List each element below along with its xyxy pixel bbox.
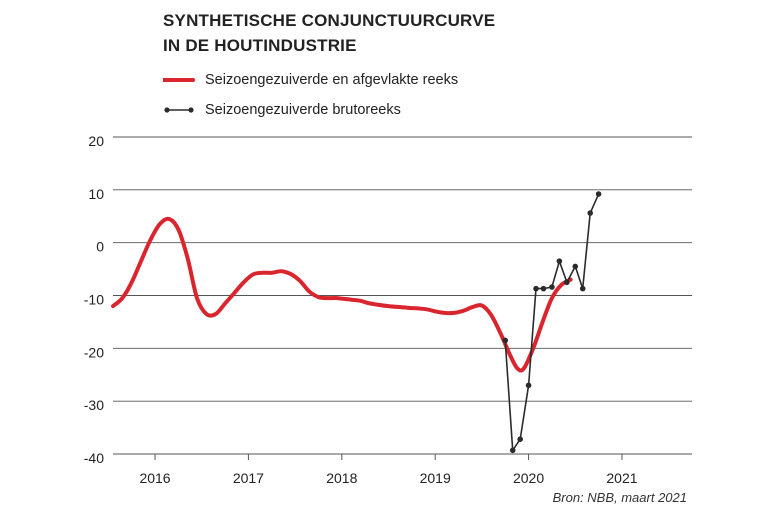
data-point-raw [525,382,532,389]
y-tick-label: -30 [84,397,104,413]
x-tick-label: 2021 [606,470,637,486]
data-point-raw [587,210,594,216]
x-tick-label: 2018 [326,470,357,486]
y-tick-label: 0 [96,239,104,255]
data-point-raw [556,258,563,264]
data-point-raw [502,337,509,344]
data-point-raw [579,285,586,292]
x-tick-label: 2019 [420,470,451,486]
legend-label-raw: Seizoengezuiverde brutoreeks [205,102,401,118]
y-tick-labels: 20 10 0 -10 -20 -30 -40 [84,133,104,466]
data-point-raw [533,285,539,292]
data-point-raw [509,447,516,454]
data-point-raw [564,279,570,286]
grid-layer [113,136,692,455]
data-point-raw [540,285,547,292]
legend-swatch-raw [164,107,194,113]
legend-item-smoothed: Seizoengezuiverde en afgevlakte reeks [163,70,458,90]
series-line-raw [504,193,600,453]
x-tick-label: 2017 [233,470,264,486]
chart-title-line-2: IN DE HOUTINDUSTRIE [163,36,357,55]
x-tick-label: 2020 [513,470,544,486]
source-note: Bron: NBB, maart 2021 [552,490,687,505]
y-tick-label: 20 [88,133,104,149]
x-tick-labels: 2016 2017 2018 2019 2020 2021 [139,454,638,486]
data-point-raw [517,436,523,443]
chart-title: SYNTHETISCHE CONJUNCTUURCURVE IN DE HOUT… [163,8,495,58]
data-point-raw [572,263,579,270]
data-point-raw [549,284,555,290]
y-tick-label: -10 [84,292,104,308]
y-tick-label: -40 [84,450,104,466]
legend-swatch-smoothed [163,78,195,82]
legend-item-raw: Seizoengezuiverde brutoreeks [163,100,401,120]
legend-label-smoothed: Seizoengezuiverde en afgevlakte reeks [205,72,459,88]
x-tick-label: 2016 [139,470,170,486]
y-tick-label: 10 [88,186,104,202]
y-tick-label: -20 [84,344,104,360]
series-layer [111,191,602,454]
chart-title-line-1: SYNTHETISCHE CONJUNCTUURCURVE [163,11,496,30]
series-line-smoothed [111,216,573,373]
data-point-raw [595,191,602,197]
